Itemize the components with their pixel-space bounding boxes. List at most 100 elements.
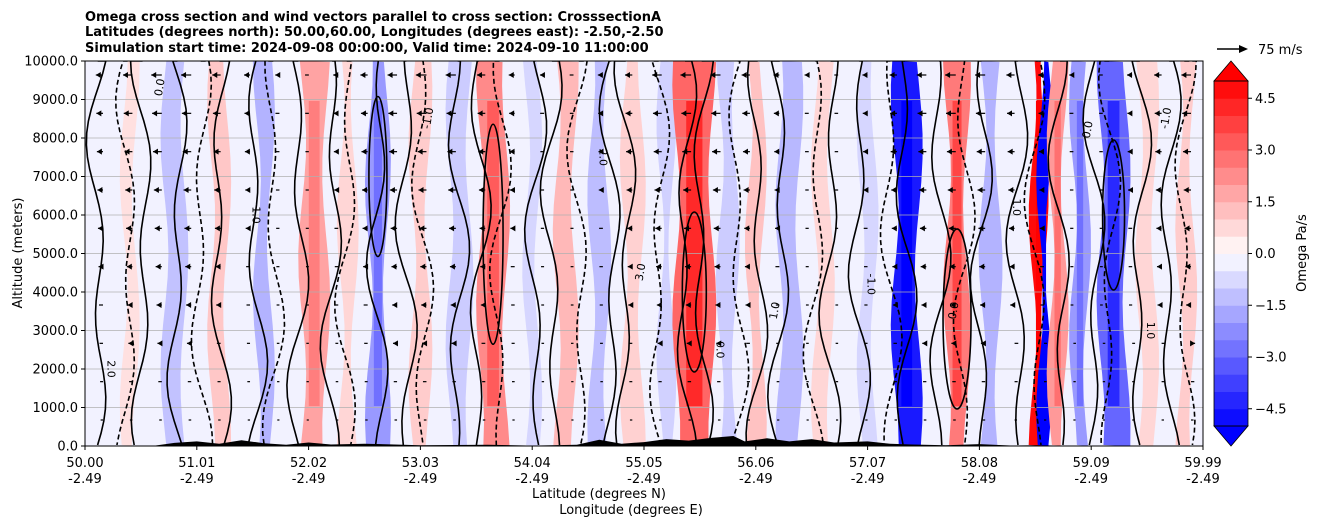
wind-vector-head [1184, 225, 1190, 232]
contour-label: -1.0 [1158, 106, 1175, 129]
wind-vector-head [449, 225, 455, 232]
contour-line [394, 61, 418, 446]
wind-vector-head [1007, 148, 1013, 155]
x-tick-label-lat: 52.02 [290, 456, 327, 471]
wind-vector-head [156, 302, 162, 308]
x-tick-label-lon: -2.49 [1074, 472, 1108, 487]
contour-line-negative [802, 61, 825, 446]
colorbar-step [1214, 219, 1248, 237]
colorbar-step [1214, 115, 1248, 134]
wind-vector-head [652, 72, 658, 78]
x-tick-label-lon: -2.49 [963, 472, 997, 487]
wind-vector-head [186, 302, 192, 308]
contour-line [286, 61, 310, 446]
wind-vector-head [653, 148, 659, 155]
contour-line [1005, 61, 1029, 446]
wind-vector-head [333, 72, 339, 78]
wind-vector-head [1155, 187, 1161, 193]
wind-vector-head [392, 302, 398, 308]
wind-vector-head [1006, 72, 1012, 78]
wind-vector-head [124, 148, 130, 155]
wind-vector-head [744, 263, 750, 270]
colorbar-step [1214, 81, 1248, 99]
x-tick-label-lat: 54.04 [514, 456, 551, 471]
x-tick-label-lon: -2.49 [515, 472, 549, 487]
wind-vector-head [508, 72, 514, 78]
x-tick-label-lon: -2.49 [68, 472, 102, 487]
x-tick-label-lat: 56.06 [737, 456, 774, 471]
contour-line [1160, 61, 1182, 446]
wind-vector-head [214, 187, 220, 193]
wind-vector-head [97, 225, 103, 232]
wind-vector-head [950, 302, 956, 308]
contour-line [895, 61, 918, 446]
contour-label: 0.0 [152, 78, 168, 97]
wind-vector-head [951, 340, 957, 347]
wind-vector-head [509, 148, 515, 155]
wind-vector-head [916, 72, 922, 78]
wind-vector-head [775, 225, 781, 232]
colorbar: 4.5 3.0 1.5 0.0 −1.5 −3.0 −4.5 [1213, 60, 1287, 447]
wind-vector-head [1069, 72, 1075, 78]
wind-vector-head [628, 302, 634, 308]
wind-vector-head [715, 302, 721, 308]
contour-line [365, 61, 389, 446]
wind-vector-head [418, 187, 424, 193]
wind-vector-head [889, 72, 895, 78]
wind-vector-head [333, 148, 339, 155]
wind-vector-head [626, 187, 632, 193]
wind-vector-head [863, 148, 869, 155]
contour-label: 1.0 [767, 301, 783, 320]
wind-vector-head [890, 148, 896, 155]
wind-vector-head [152, 110, 158, 117]
wind-vector-head [387, 72, 393, 78]
wind-vector-head [862, 72, 868, 78]
contour-label: 2.0 [104, 360, 117, 378]
wind-vector-head [391, 263, 397, 270]
contour-line-negative [489, 61, 513, 446]
x-tick-label-lat: 51.01 [178, 456, 215, 471]
plot-area: 0.0 1.0 -1.0 2.0 3.0 0.0 1.0 -1.0 0.0 1.0 0.0 1.0 -1… [85, 61, 1203, 446]
contour-line [766, 61, 790, 446]
wind-vector-head [450, 302, 456, 308]
wind-vector-head [919, 187, 925, 193]
contour-label: 1.0 [1144, 322, 1157, 340]
wind-vector-head [476, 72, 482, 78]
wind-vector-head [1008, 187, 1014, 193]
colorbar-step [1214, 374, 1248, 392]
wind-vector-head [245, 187, 251, 193]
wind-vector-head [417, 148, 423, 155]
wind-vector-head [214, 225, 220, 232]
wind-vector-head [446, 110, 452, 117]
wind-vector-head [745, 302, 751, 308]
colorbar-tick-label: 1.5 [1255, 195, 1276, 210]
wind-vector-head [419, 225, 425, 232]
wind-vector-head [181, 110, 187, 117]
y-tick-label: 6000.0 [33, 209, 79, 224]
wind-vector-head [712, 148, 718, 155]
x-tick-label-lat: 57.07 [849, 456, 886, 471]
wind-vector-head [712, 187, 718, 193]
wind-vector-head [96, 110, 102, 117]
wind-vector-head [186, 340, 192, 347]
contour-line-negative [649, 61, 671, 446]
wind-vector-head [656, 302, 662, 308]
wind-vector-head [686, 340, 692, 347]
wind-vector-head [682, 148, 688, 155]
y-tick-label: 3000.0 [33, 324, 79, 339]
wind-vector-head [1039, 225, 1045, 232]
x-tick-label-lat: 55.05 [625, 456, 662, 471]
wind-vector-head [185, 263, 191, 270]
wind-vector-head [95, 72, 101, 78]
contour-line-negative [333, 61, 357, 446]
colorbar-step [1214, 184, 1248, 203]
wind-vector-head [510, 225, 516, 232]
wind-vector-head [1009, 263, 1015, 270]
wind-vector-head [945, 72, 951, 78]
wind-vector-head [597, 72, 603, 78]
x-axis: 50.00-2.4951.01-2.4952.02-2.4953.03-2.49… [66, 446, 1222, 487]
y-tick-label: 1000.0 [33, 401, 79, 416]
wind-vector-head [451, 340, 457, 347]
wind-vector-head [123, 110, 129, 117]
